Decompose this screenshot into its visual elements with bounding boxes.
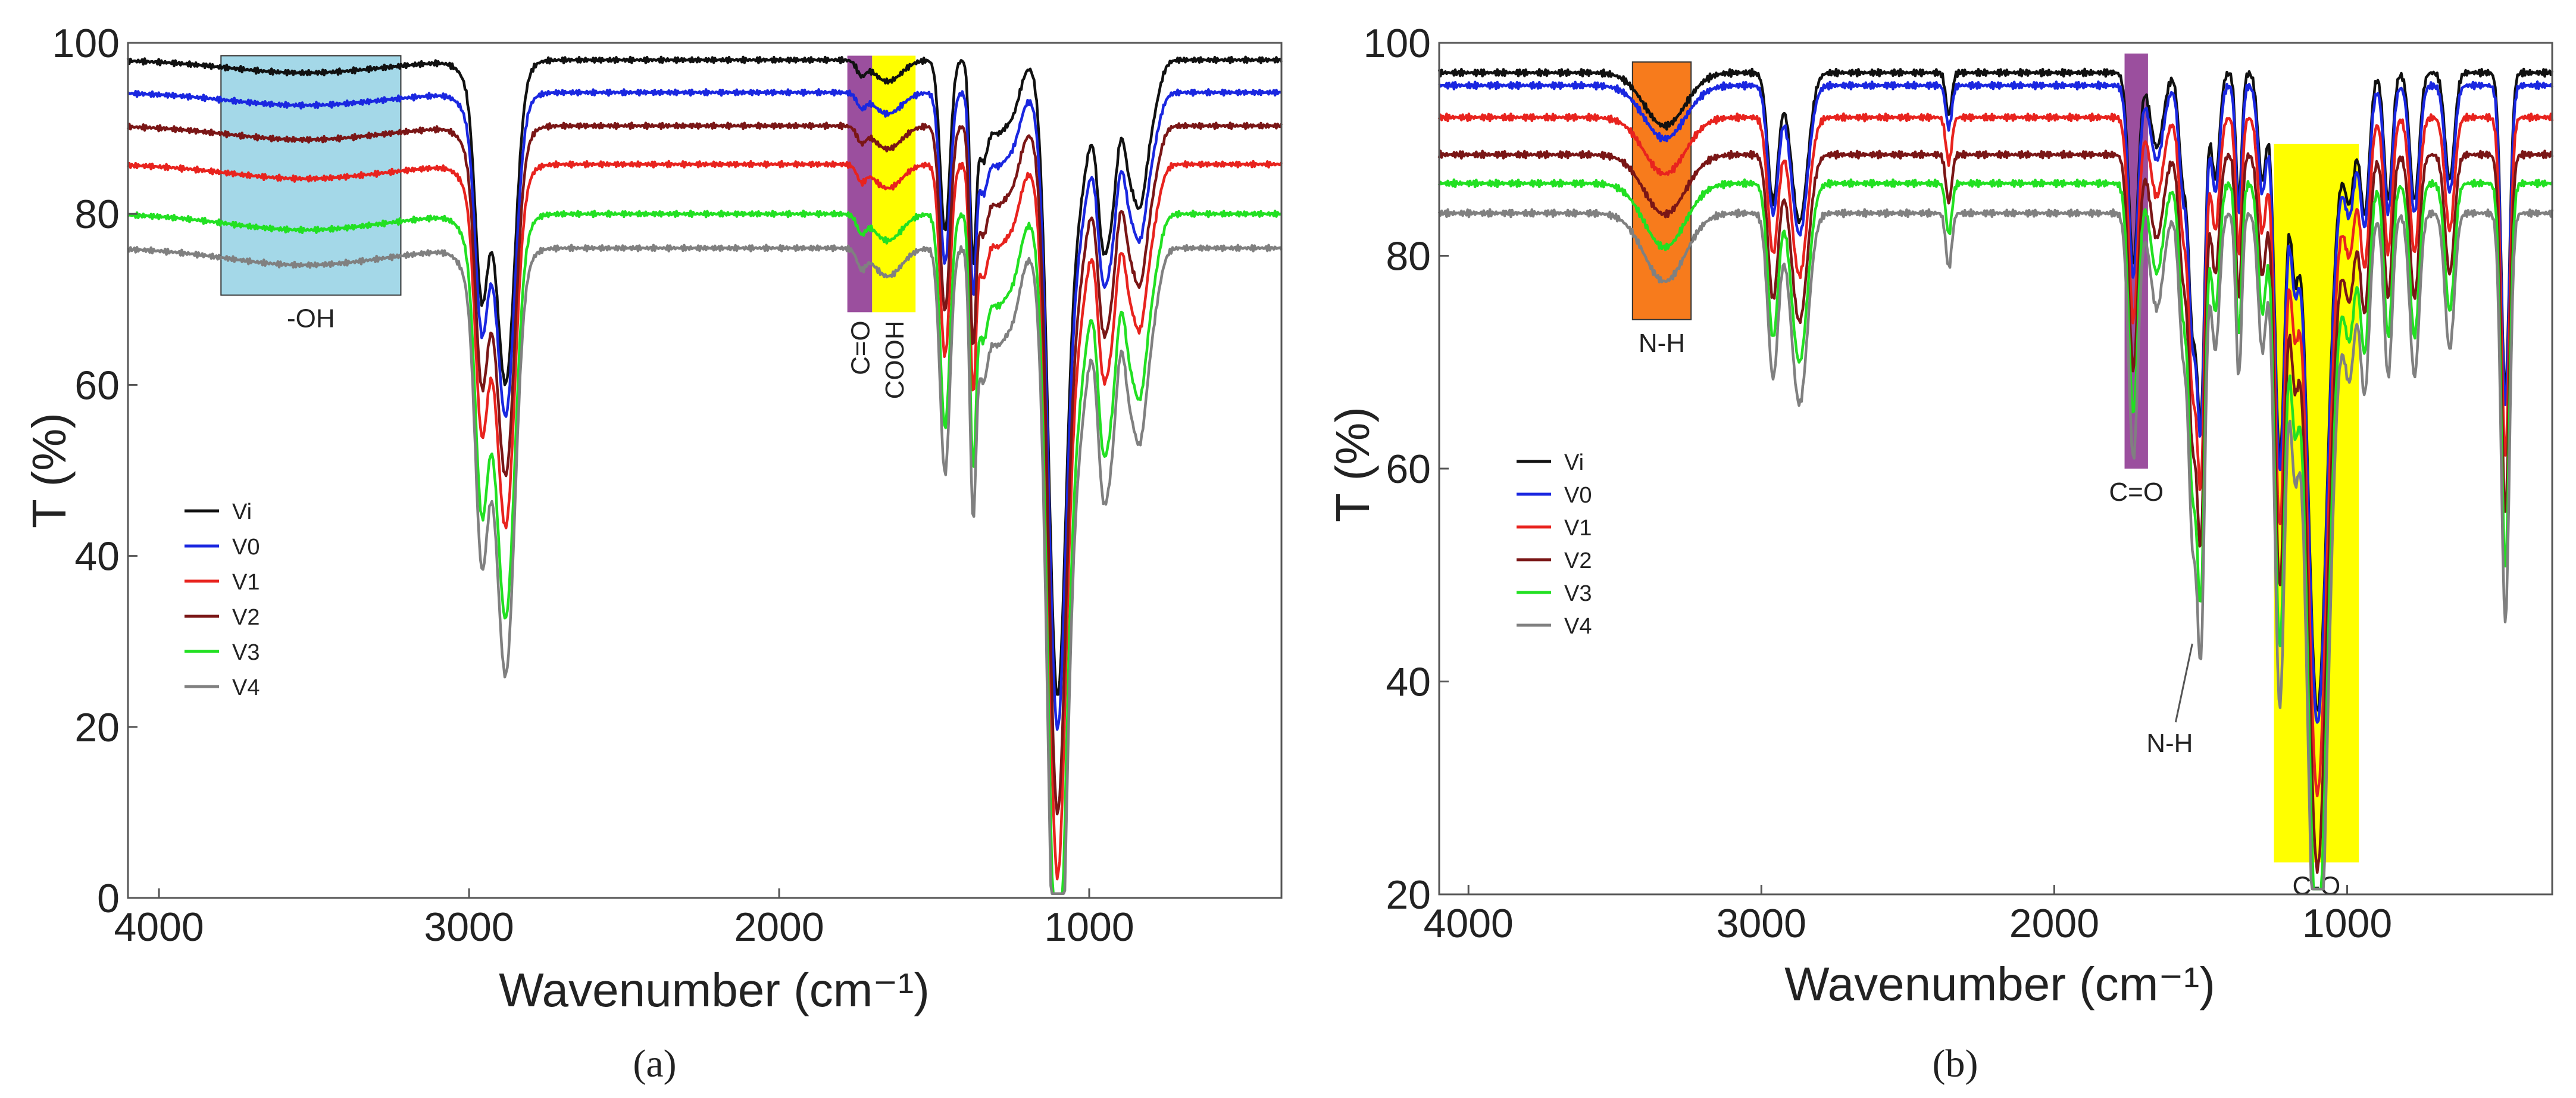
panel-b-annotation-label-nh-callout: N-H bbox=[2146, 729, 2193, 758]
series-line-vi bbox=[126, 55, 1283, 696]
legend-label-v2: V2 bbox=[232, 605, 260, 630]
panel-b-legend: Vi V0 V1 V2 V3 V4 bbox=[1517, 450, 1592, 639]
panel-a-legend: Vi V0 V1 V2 V3 V4 bbox=[185, 500, 260, 700]
x-tick-label: 4000 bbox=[1424, 901, 1514, 946]
panel-b-annotations: N-H C=O N-H C-O bbox=[1631, 53, 2359, 900]
y-tick-label: 100 bbox=[1364, 21, 1431, 66]
series-line-v2 bbox=[126, 121, 1283, 816]
legend-label-v3: V3 bbox=[232, 640, 260, 665]
panel-a-label: (a) bbox=[633, 1042, 676, 1085]
panel-b-callout-line bbox=[2174, 643, 2193, 723]
panel-a-x-axis-title: Wavenumber (cm⁻¹) bbox=[499, 963, 930, 1016]
panel-a-annotation-label-oh: -OH bbox=[287, 304, 335, 333]
y-tick-label: 60 bbox=[1386, 447, 1431, 492]
legend-label-v0: V0 bbox=[232, 535, 260, 560]
legend-label-v1: V1 bbox=[232, 570, 260, 595]
legend-label-v4: V4 bbox=[1564, 614, 1592, 639]
panel-a-plot-frame bbox=[127, 42, 1283, 899]
y-tick-label: 40 bbox=[1386, 660, 1431, 705]
panel-b-x-axis-title: Wavenumber (cm⁻¹) bbox=[1784, 957, 2215, 1010]
panel-b-ticks: 4000 3000 2000 1000 20 40 60 80 100 bbox=[1364, 21, 2393, 946]
x-tick-label: 4000 bbox=[114, 904, 204, 950]
legend-label-v0: V0 bbox=[1564, 483, 1592, 508]
panel-a: -OH C=O COOH 4000 3000 2000 1000 0 20 40 60 80 10… bbox=[23, 21, 1283, 1085]
series-line-v3 bbox=[1437, 178, 2553, 891]
panel-b-annotation-label-co: C=O bbox=[2109, 478, 2164, 507]
y-tick-label: 20 bbox=[1386, 872, 1431, 918]
y-tick-label: 40 bbox=[74, 534, 120, 579]
panel-a-annotations: -OH C=O COOH bbox=[220, 55, 916, 399]
legend-label-v4: V4 bbox=[232, 675, 260, 700]
x-tick-label: 3000 bbox=[424, 904, 514, 950]
panel-a-annotation-label-cooh: COOH bbox=[880, 320, 909, 399]
series-line-v0 bbox=[1438, 80, 2554, 724]
x-tick-label: 2000 bbox=[2009, 901, 2099, 946]
panel-b-series-group bbox=[1437, 67, 2554, 891]
y-tick-label: 80 bbox=[1386, 234, 1431, 279]
panel-a-annotation-label-co: C=O bbox=[846, 320, 875, 375]
y-tick-label: 60 bbox=[74, 363, 120, 408]
x-tick-label: 1000 bbox=[1044, 904, 1134, 950]
y-tick-label: 20 bbox=[74, 705, 120, 750]
y-tick-label: 100 bbox=[52, 21, 120, 66]
series-line-v0 bbox=[127, 88, 1282, 731]
legend-label-vi: Vi bbox=[1564, 450, 1584, 475]
panel-a-y-axis-title: T (%) bbox=[23, 413, 76, 528]
panel-b-annotation-label-c-o: C-O bbox=[2293, 871, 2341, 900]
panel-a-ticks: 4000 3000 2000 1000 0 20 40 60 80 100 bbox=[52, 21, 1134, 950]
legend-label-v2: V2 bbox=[1564, 548, 1592, 573]
x-tick-label: 3000 bbox=[1717, 901, 1806, 946]
series-line-v2 bbox=[1437, 149, 2554, 874]
legend-label-v3: V3 bbox=[1564, 581, 1592, 606]
legend-label-vi: Vi bbox=[232, 500, 252, 525]
panel-b: N-H C=O N-H C-O 4000 3000 2000 1000 20 40 60 80… bbox=[1326, 21, 2554, 1085]
y-tick-label: 80 bbox=[74, 192, 120, 237]
panel-b-annotation-label-nh: N-H bbox=[1639, 329, 1685, 358]
panel-a-series-group bbox=[126, 55, 1283, 896]
x-tick-label: 1000 bbox=[2302, 901, 2392, 946]
x-tick-label: 2000 bbox=[734, 904, 824, 950]
legend-label-v1: V1 bbox=[1564, 516, 1592, 541]
series-line-v1 bbox=[1437, 112, 2554, 797]
panel-b-y-axis-title: T (%) bbox=[1326, 407, 1379, 522]
series-line-v3 bbox=[127, 209, 1283, 896]
panel-b-label: (b) bbox=[1933, 1042, 1978, 1085]
series-line-v4 bbox=[126, 244, 1283, 896]
y-tick-label: 0 bbox=[97, 876, 120, 921]
series-line-v1 bbox=[126, 160, 1283, 881]
series-line-v4 bbox=[1437, 208, 2554, 891]
